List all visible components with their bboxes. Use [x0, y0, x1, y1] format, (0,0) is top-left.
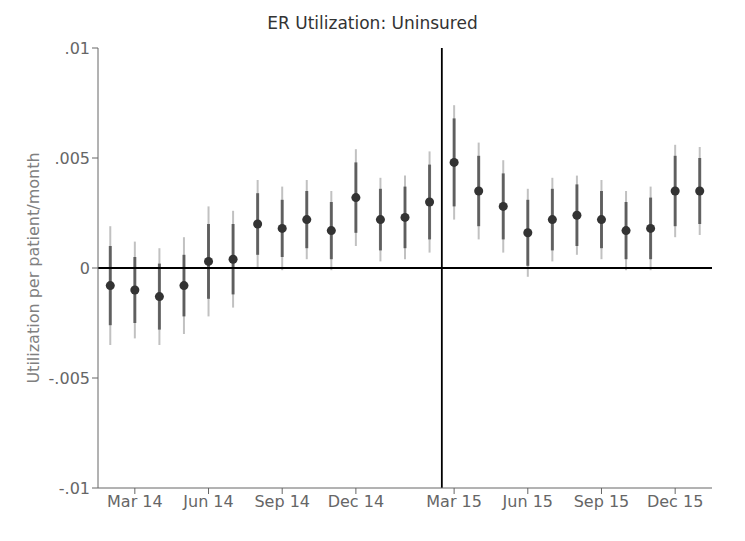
- svg-text:Dec 14: Dec 14: [328, 492, 384, 511]
- svg-text:Sep 14: Sep 14: [254, 492, 310, 511]
- svg-text:Mar 14: Mar 14: [107, 492, 163, 511]
- svg-text:0: 0: [80, 259, 90, 278]
- html-text:ER Utilization: Uninsured: ER Utilization: Uninsured: [267, 13, 478, 33]
- svg-text:Dec 15: Dec 15: [647, 492, 703, 511]
- svg-text:-.005: -.005: [49, 369, 90, 388]
- svg-text:Utilization per patient/month: Utilization per patient/month: [24, 152, 43, 383]
- svg-text:Mar 15: Mar 15: [426, 492, 482, 511]
- svg-text:.01: .01: [65, 39, 90, 58]
- svg-text:-.01: -.01: [59, 479, 90, 498]
- svg-text:Sep 15: Sep 15: [574, 492, 630, 511]
- svg-text:.005: .005: [54, 149, 90, 168]
- svg-text:Jun 14: Jun 14: [182, 492, 233, 511]
- svg-text:Jun 15: Jun 15: [502, 492, 553, 511]
